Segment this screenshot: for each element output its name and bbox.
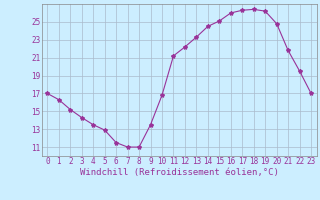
X-axis label: Windchill (Refroidissement éolien,°C): Windchill (Refroidissement éolien,°C) — [80, 168, 279, 177]
